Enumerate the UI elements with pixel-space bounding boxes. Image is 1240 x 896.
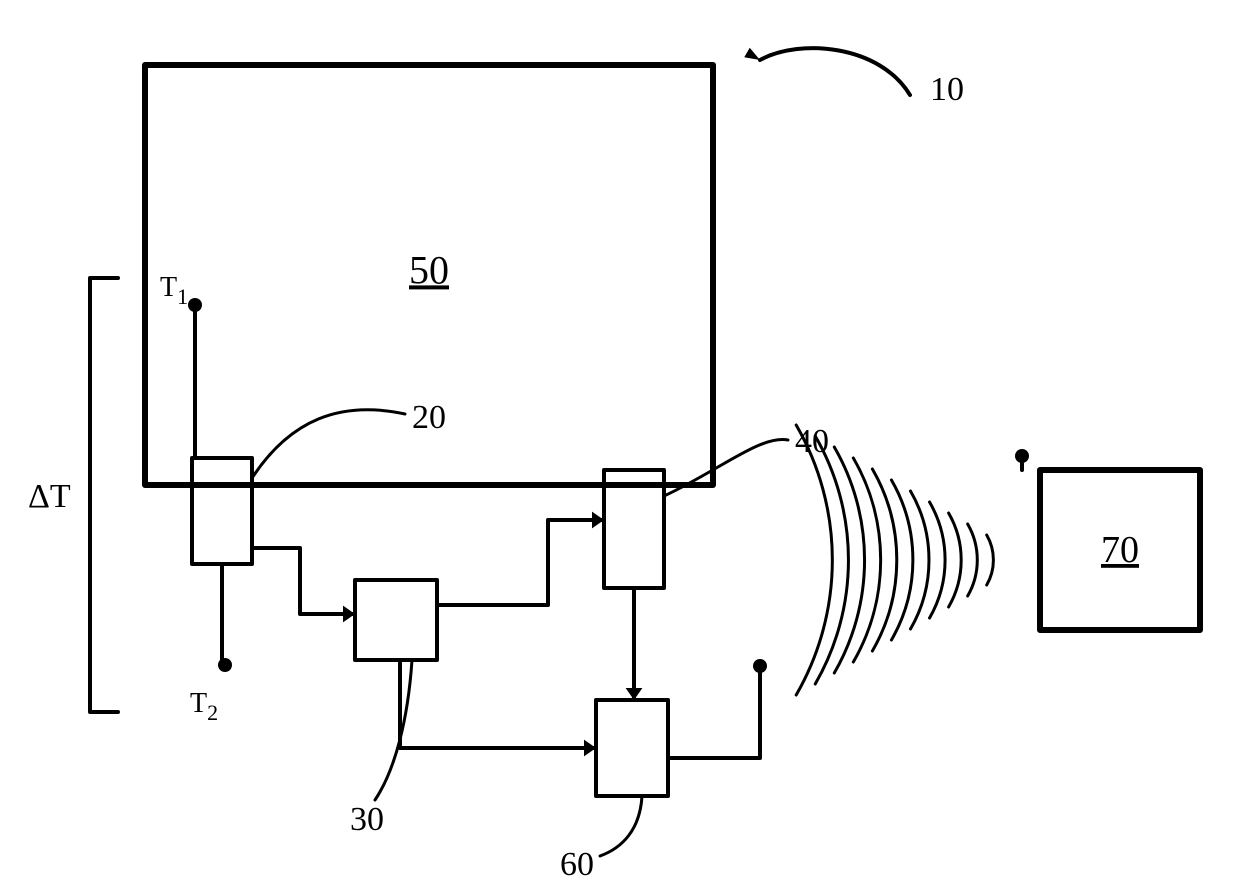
label-delta-t: ΔT — [28, 478, 71, 515]
label-t2: T2 — [190, 688, 218, 725]
label-40: 40 — [795, 423, 829, 460]
label-70: 70 — [1101, 529, 1139, 571]
label-t1: T1 — [160, 272, 188, 309]
label-60: 60 — [560, 846, 594, 883]
label-30: 30 — [350, 801, 384, 838]
label-10: 10 — [930, 71, 964, 108]
label-20: 20 — [412, 399, 446, 436]
label-50: 50 — [409, 247, 449, 292]
